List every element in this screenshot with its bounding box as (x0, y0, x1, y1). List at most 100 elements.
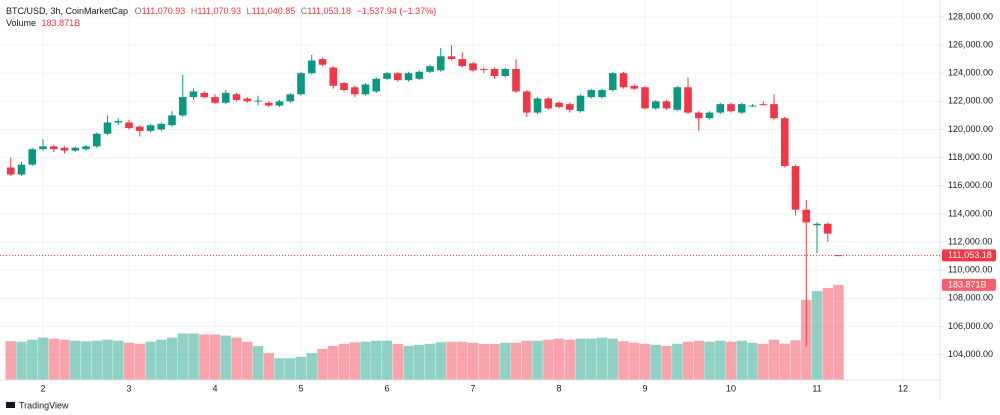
volume-bar (833, 284, 844, 380)
volume-bar (618, 341, 629, 380)
ohlc-value: 111,070.93 (197, 6, 241, 16)
volume-bar (811, 291, 823, 380)
volume-bar (758, 343, 769, 380)
candle-body (619, 73, 628, 88)
y-tick-label: 110,000.00 (948, 265, 992, 275)
candle-body (135, 126, 144, 131)
x-tick-label: 9 (643, 383, 648, 393)
volume-bar (252, 345, 264, 380)
candle-body (748, 105, 757, 107)
candle-body (28, 149, 37, 165)
candle-body (17, 164, 26, 175)
candle-body (178, 97, 187, 116)
volume-bar (435, 342, 446, 380)
candle-body (103, 122, 112, 134)
candle-body (318, 59, 327, 65)
candle-body (254, 100, 262, 102)
brand-icon (6, 402, 15, 408)
volume-bar (403, 345, 414, 380)
candle-body (802, 209, 811, 223)
volume-bar (424, 343, 436, 380)
candle-body (71, 147, 80, 151)
candle-body (146, 125, 155, 131)
y-tick-label: 108,000.00 (948, 293, 993, 303)
x-tick-label: 8 (557, 383, 562, 393)
ohlc-key: L (247, 6, 252, 16)
volume-bar (586, 338, 597, 380)
volume-bar (822, 287, 833, 380)
candle-body (82, 146, 90, 150)
volume-bar (747, 342, 758, 380)
volume-pane (5, 284, 844, 380)
y-tick-label: 128,000.00 (948, 11, 993, 21)
candle-body (243, 98, 252, 102)
candle-body (39, 146, 47, 150)
y-tick-label: 126,000.00 (948, 39, 993, 49)
legend-line: BTC/USD, 3h, CoinMarketCap O111,070.93 H… (6, 6, 436, 16)
candle-body (232, 94, 241, 100)
candle-body (426, 66, 434, 72)
volume-bar (242, 341, 253, 380)
volume-bar (414, 344, 425, 380)
x-tick-label: 4 (212, 383, 217, 393)
volume-bar (693, 340, 704, 380)
candle-body (501, 68, 510, 76)
x-tick-label: 10 (726, 383, 736, 393)
volume-bar (457, 341, 468, 380)
y-tick-label: 118,000.00 (948, 152, 992, 162)
volume-bar (306, 353, 317, 380)
legend: BTC/USD, 3h, CoinMarketCap O111,070.93 H… (6, 6, 436, 28)
candle-body (6, 167, 15, 175)
candle-body (221, 92, 230, 103)
volume-bar (575, 338, 586, 380)
candle-body (533, 98, 542, 113)
ohlc-key: O (135, 6, 142, 16)
volume-bar (70, 340, 81, 380)
volume-bar (338, 343, 350, 380)
volume-bar (500, 342, 511, 380)
candle-body (479, 68, 488, 70)
volume-bar (629, 342, 640, 380)
volume-bar (48, 338, 59, 380)
volume-bar (779, 343, 790, 380)
volume-tag (942, 278, 996, 291)
x-tick-label: 7 (471, 383, 476, 393)
candle-body (737, 104, 746, 113)
volume-tag-label: 183.871B (948, 279, 987, 289)
volume-bar (328, 345, 339, 380)
volume-bar (220, 335, 231, 380)
x-tick-label: 12 (898, 383, 908, 393)
candle-body (576, 95, 585, 112)
ohlc-value: 111,070.93 (142, 6, 186, 16)
candle-body (469, 63, 477, 71)
volume-bar (564, 339, 575, 380)
volume-bar (27, 339, 38, 380)
volume-bar (521, 340, 532, 380)
candle-body (716, 104, 725, 113)
candle-body (297, 73, 305, 95)
volume-value: 183.871B (42, 18, 81, 28)
y-tick-label: 124,000.00 (948, 68, 993, 78)
y-tick-label: 122,000.00 (948, 96, 993, 106)
volume-legend: Volume 183.871B (6, 18, 80, 28)
candle-body (60, 147, 69, 151)
symbol: BTC/USD, 3h, CoinMarketCap (6, 6, 128, 16)
candle-body (436, 56, 445, 71)
volume-bar (59, 339, 70, 380)
candle-body (307, 60, 316, 74)
volume-bar (188, 333, 199, 380)
candle-body (114, 121, 123, 123)
candle-body (791, 166, 800, 210)
volume-bar (532, 340, 543, 380)
volume-bar (5, 341, 16, 380)
candle-body (329, 67, 338, 86)
volume-bar (682, 341, 694, 380)
candle-body (727, 104, 735, 112)
volume-bar (177, 333, 188, 380)
candle-body (780, 118, 789, 167)
volume-bar (672, 343, 683, 380)
x-tick-label: 11 (812, 383, 821, 393)
candle-body (275, 101, 284, 106)
